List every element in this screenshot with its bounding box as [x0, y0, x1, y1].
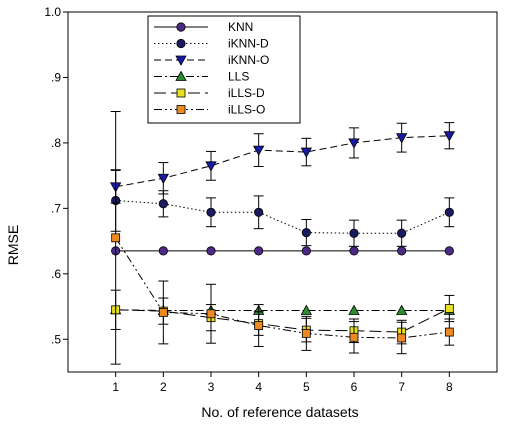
- legend-box: [147, 15, 301, 124]
- data-point: [444, 207, 454, 217]
- series-line: [115, 135, 450, 188]
- data-point: [301, 246, 311, 256]
- data-point: [443, 131, 456, 142]
- plot-frame: [67, 11, 498, 373]
- legend-marker: [176, 105, 186, 114]
- data-point: [349, 228, 359, 238]
- data-point: [300, 304, 313, 315]
- x-tick-label: 8: [446, 380, 453, 394]
- y-tick-label: .9: [51, 70, 61, 84]
- data-point: [252, 145, 265, 156]
- data-point: [206, 207, 216, 217]
- legend-item: LLS: [154, 70, 249, 84]
- data-point: [349, 246, 359, 256]
- data-point: [395, 133, 408, 144]
- data-point: [301, 328, 311, 338]
- data-point: [395, 304, 408, 315]
- x-tick-label: 4: [255, 380, 262, 394]
- data-point: [300, 147, 313, 158]
- data-point: [397, 333, 407, 343]
- data-point: [158, 199, 168, 209]
- x-tick-label: 6: [351, 380, 358, 394]
- legend-marker: [176, 88, 186, 98]
- data-point: [206, 309, 216, 319]
- y-tick-label: 1.0: [44, 5, 61, 19]
- data-point: [444, 304, 454, 313]
- legend-label: LLS: [228, 70, 249, 84]
- legend-marker: [176, 38, 186, 49]
- data-point: [348, 138, 360, 149]
- x-tick-label: 7: [398, 380, 405, 394]
- data-point: [254, 207, 264, 217]
- data-point: [348, 304, 360, 315]
- legend-label: iLLS-O: [228, 103, 265, 117]
- data-point: [205, 161, 217, 172]
- legend-label: iKNN-O: [228, 53, 269, 67]
- y-axis-title: RMSE: [5, 225, 21, 265]
- series-line: [115, 237, 450, 339]
- data-point: [158, 308, 168, 317]
- x-tick-label: 1: [112, 380, 119, 394]
- data-point: [397, 246, 407, 256]
- legend-label: iKNN-D: [228, 37, 269, 51]
- series-line: [115, 309, 450, 311]
- data-point: [444, 327, 454, 337]
- legend-marker: [175, 70, 187, 81]
- data-point: [254, 321, 264, 330]
- legend-item: iLLS-D: [154, 86, 265, 100]
- x-tick-label: 2: [160, 380, 167, 394]
- x-tick-label: 5: [303, 380, 310, 394]
- legend-marker: [176, 22, 186, 32]
- y-tick-label: .8: [51, 136, 61, 150]
- y-tick-label: .5: [51, 332, 61, 346]
- data-point: [206, 246, 216, 256]
- data-point: [254, 246, 264, 256]
- y-tick-label: .7: [51, 201, 61, 215]
- data-point: [349, 332, 359, 342]
- data-point: [301, 227, 311, 238]
- data-point: [444, 246, 454, 256]
- legend-label: iLLS-D: [228, 86, 265, 100]
- legend-item: KNN: [154, 20, 253, 34]
- series-knn: [111, 246, 454, 256]
- y-tick-label: .6: [51, 267, 61, 281]
- legend-item: iKNN-D: [154, 37, 269, 51]
- legend-item: iKNN-O: [154, 53, 269, 67]
- legend-marker: [175, 55, 187, 66]
- data-point: [397, 228, 407, 238]
- legend-label: KNN: [228, 20, 253, 34]
- series-iknn-d: [110, 169, 455, 247]
- x-tick-label: 3: [208, 380, 215, 394]
- data-point: [111, 233, 121, 243]
- series-ills-o: [110, 110, 455, 365]
- x-axis-title: No. of reference datasets: [201, 404, 358, 420]
- legend-item: iLLS-O: [154, 103, 265, 117]
- data-point: [158, 246, 168, 256]
- data-point: [157, 173, 170, 185]
